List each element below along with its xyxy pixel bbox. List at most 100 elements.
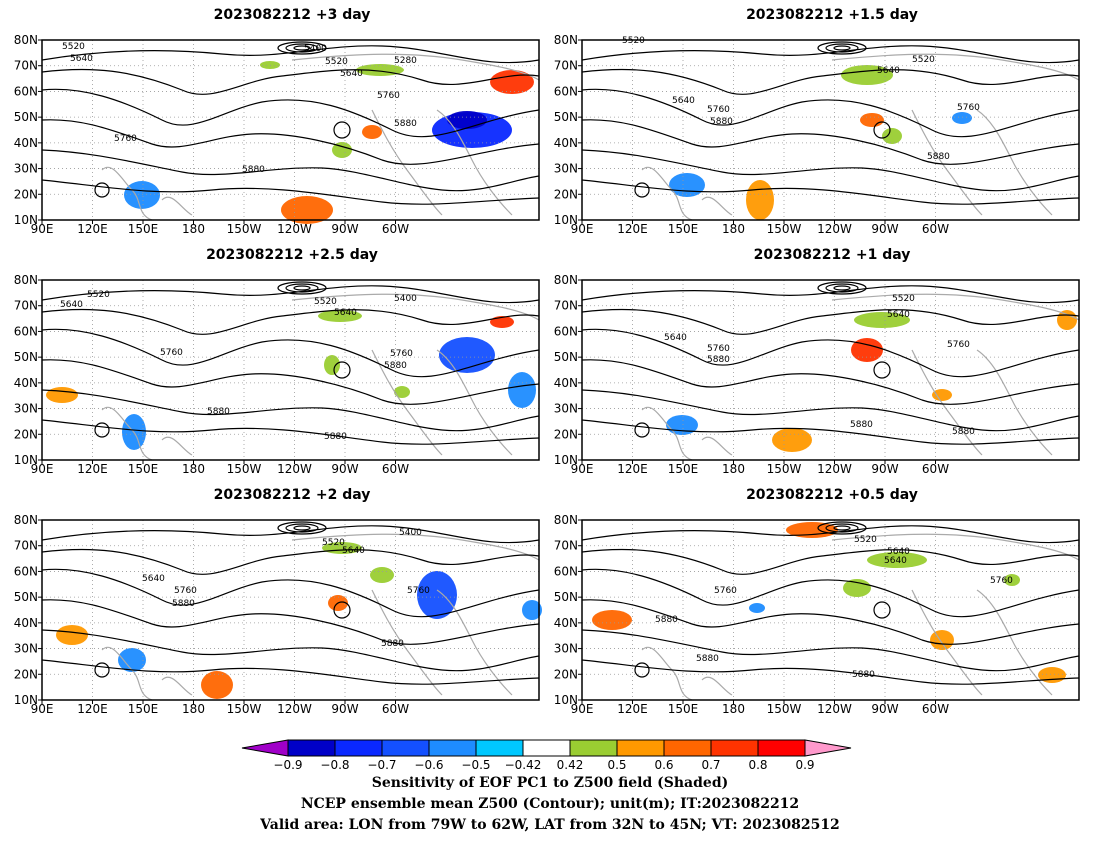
contour-label: 5760: [707, 105, 730, 115]
colorbar-swatch: [569, 739, 618, 757]
lat-label: 70N: [554, 59, 578, 73]
z500-contour: [41, 328, 540, 378]
colorbar-swatch: [428, 739, 477, 757]
contour-label: 5640: [877, 66, 900, 76]
sensitivity-shading: [843, 579, 871, 597]
z500-contour: [581, 179, 1080, 205]
lon-label: 120W: [817, 702, 852, 716]
contour-label: 5760: [714, 586, 737, 596]
contour-label: 5280: [394, 56, 417, 66]
lon-label: 120W: [277, 462, 312, 476]
lon-label: 150E: [668, 702, 699, 716]
contour-label: 5880: [172, 599, 195, 609]
lon-label: 150W: [227, 462, 262, 476]
contour-label: 5760: [707, 344, 730, 354]
contour-label: 5640: [142, 574, 165, 584]
colorbar-tick-label: 0.7: [701, 758, 720, 772]
lon-label: 120E: [617, 702, 648, 716]
contour-label: 5520: [325, 57, 348, 67]
lat-label: 60N: [554, 564, 578, 578]
colorbar-tick-label: −0.7: [367, 758, 396, 772]
lon-label: 90E: [571, 222, 594, 236]
sensitivity-shading: [417, 571, 457, 619]
lon-label: 90W: [871, 222, 898, 236]
contour-label: 5520: [854, 535, 877, 545]
sensitivity-shading: [786, 522, 838, 538]
coastline: [161, 196, 193, 216]
coastline: [831, 533, 1080, 561]
lat-label: 20N: [14, 667, 38, 681]
lon-label: 150E: [128, 462, 159, 476]
z500-contour: [277, 281, 327, 295]
contour-label: 5880: [384, 361, 407, 371]
map-panel-2: 5520 5520 5640 5640 5760 5880 5760 5880 80N 70N 60…: [554, 33, 1080, 236]
colorbar-arrow-right: [804, 739, 852, 757]
contour-label: 5880: [381, 639, 404, 649]
contour-label: 5640: [60, 300, 83, 310]
contour-label: 5880: [696, 654, 719, 664]
lat-label: 70N: [554, 539, 578, 553]
contour-label: 5760: [174, 586, 197, 596]
lon-label: 60W: [922, 702, 949, 716]
z500-contour: [41, 419, 540, 445]
map-frame: [41, 279, 540, 461]
sensitivity-shading: [1057, 310, 1077, 330]
lon-label: 120E: [77, 222, 108, 236]
z500-contour: [833, 525, 851, 531]
coastline: [701, 676, 733, 696]
z500-contour: [581, 308, 1080, 335]
z500-contour: [41, 308, 540, 335]
lat-label: 40N: [14, 376, 38, 390]
lon-label: 90W: [331, 702, 358, 716]
sensitivity-shading: [952, 112, 972, 124]
lon-label: 180: [182, 222, 205, 236]
z500-contour: [581, 568, 1080, 618]
lon-label: 120W: [817, 222, 852, 236]
z500-contour: [277, 41, 327, 55]
lon-label: 90W: [871, 702, 898, 716]
sensitivity-shading: [318, 310, 362, 322]
colorbar: −0.9 −0.8 −0.7 −0.6 −0.5 −0.42 0.42 0.5 0.6 0.7 0.…: [241, 739, 852, 772]
sensitivity-shading: [854, 312, 910, 328]
panel-title-2: 2023082212 +1.5 day: [746, 7, 918, 23]
sensitivity-shading: [867, 552, 927, 568]
coastline: [436, 349, 513, 456]
contour-label: 5640: [887, 310, 910, 320]
lon-label: 150W: [227, 702, 262, 716]
coastline: [976, 589, 1053, 696]
coastline: [291, 293, 540, 321]
map-panel-1: 5520 5640 5400 5520 5640 5280 5760 5880 5760 5880…: [14, 33, 540, 236]
lat-label: 40N: [554, 136, 578, 150]
lon-label: 90W: [871, 462, 898, 476]
lat-label: 50N: [14, 110, 38, 124]
z500-contour: [41, 88, 540, 138]
lon-label: 150E: [668, 462, 699, 476]
colorbar-swatch: [710, 739, 759, 757]
coastline: [831, 53, 1080, 81]
lat-label: 30N: [554, 642, 578, 656]
lon-label: 90E: [31, 462, 54, 476]
map-frame: [581, 39, 1080, 221]
z500-contour: [634, 662, 650, 678]
z500-contour: [825, 43, 859, 53]
z500-contour: [581, 548, 1080, 575]
coastline: [976, 349, 1053, 456]
panel-title-4: 2023082212 +1 day: [753, 247, 911, 263]
colorbar-swatch: [663, 739, 712, 757]
lon-label: 120E: [617, 222, 648, 236]
lon-label: 180: [182, 462, 205, 476]
sensitivity-shading: [851, 338, 883, 362]
lat-label: 80N: [14, 273, 38, 287]
footer-line-3: Valid area: LON from 79W to 62W, LAT fro…: [260, 817, 840, 833]
z500-contour: [333, 121, 351, 139]
z500-contour: [293, 285, 311, 291]
sensitivity-shading: [508, 372, 536, 408]
lat-label: 80N: [554, 33, 578, 47]
coastline: [436, 589, 513, 696]
lat-label: 60N: [14, 84, 38, 98]
panel-title-1: 2023082212 +3 day: [213, 7, 371, 23]
z500-contour: [277, 521, 327, 535]
contour-label: 5640: [664, 333, 687, 343]
lon-label: 120E: [77, 462, 108, 476]
coastline: [701, 196, 733, 216]
